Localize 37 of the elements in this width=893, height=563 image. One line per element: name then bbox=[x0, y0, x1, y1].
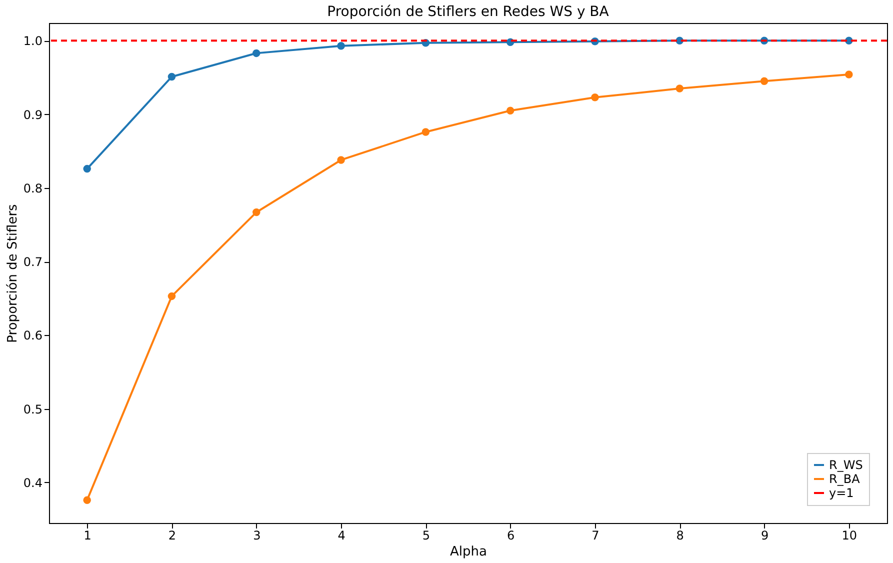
y-tick-label: 1.0 bbox=[23, 34, 42, 48]
point bbox=[676, 84, 684, 92]
y-tick-label: 0.4 bbox=[23, 476, 42, 490]
y-tick-label: 0.6 bbox=[23, 328, 42, 343]
y-tick-label: 0.7 bbox=[23, 255, 42, 270]
point bbox=[252, 208, 260, 216]
x-tick-label: 2 bbox=[168, 528, 176, 542]
x-axis-title: Alpha bbox=[450, 544, 487, 560]
x-tick-label: 9 bbox=[760, 528, 769, 542]
legend-label: y=1 bbox=[829, 486, 854, 500]
point bbox=[168, 72, 176, 81]
point bbox=[506, 106, 514, 114]
y-tick-label: 0.8 bbox=[23, 181, 42, 196]
point bbox=[337, 156, 345, 164]
x-tick-label: 4 bbox=[338, 528, 346, 542]
x-tick-label: 6 bbox=[507, 528, 515, 542]
y-tick-label: 0.5 bbox=[23, 402, 42, 416]
x-tick-label: 7 bbox=[592, 528, 600, 542]
point bbox=[422, 128, 430, 136]
point bbox=[760, 77, 768, 86]
x-tick-label: 1 bbox=[84, 528, 92, 542]
x-tick-label: 8 bbox=[676, 528, 684, 542]
point bbox=[337, 42, 345, 50]
point bbox=[252, 49, 260, 58]
x-tick-label: 5 bbox=[422, 528, 430, 542]
point bbox=[83, 164, 91, 173]
point bbox=[83, 496, 91, 504]
x-tick-label: 10 bbox=[842, 528, 858, 542]
point bbox=[591, 94, 599, 102]
point bbox=[845, 70, 853, 78]
legend-label: R_BA bbox=[829, 472, 861, 486]
chart-title: Proporción de Stiflers en Redes WS y BA bbox=[327, 4, 610, 20]
x-tick-label: 3 bbox=[253, 528, 261, 542]
point bbox=[168, 292, 176, 300]
y-axis-title: Proporción de Stiflers bbox=[5, 204, 20, 343]
y-tick-label: 0.9 bbox=[23, 108, 42, 122]
legend-label: R_WS bbox=[829, 458, 863, 472]
